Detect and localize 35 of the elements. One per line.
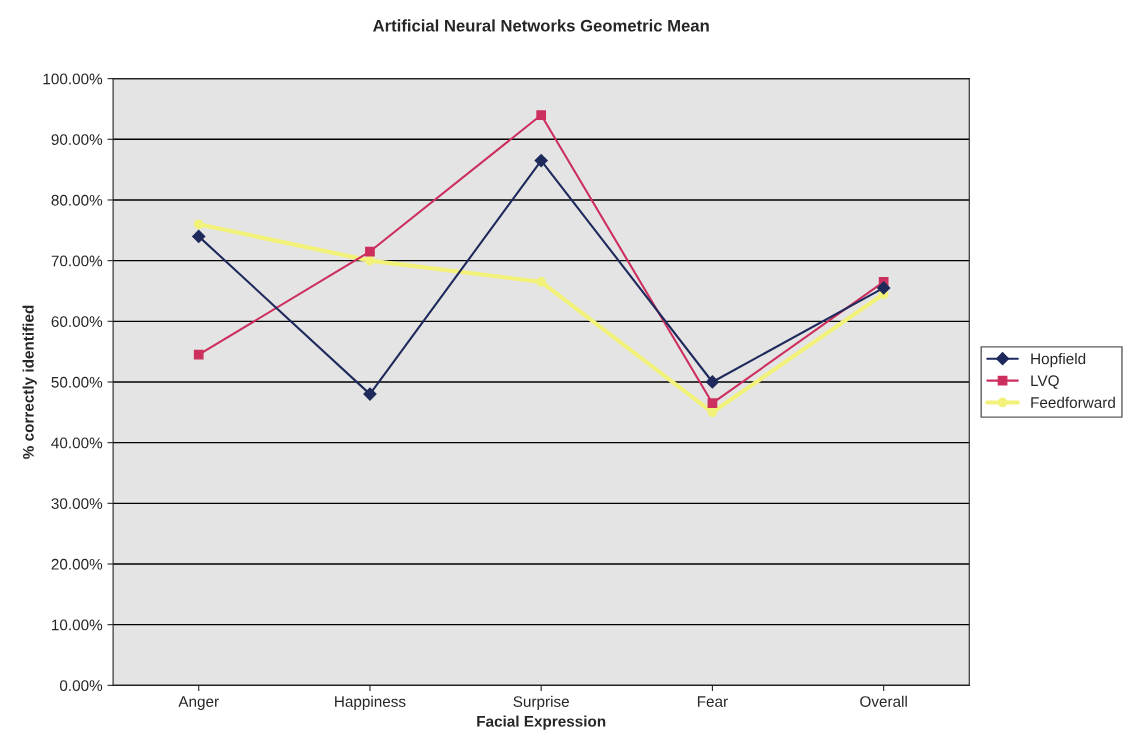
legend-label: LVQ <box>1031 375 1059 389</box>
point <box>705 375 720 389</box>
point <box>536 277 547 287</box>
point <box>192 229 206 243</box>
point <box>193 349 204 360</box>
y-tick-label: 90.00% <box>51 134 103 145</box>
y-tick-label: 60.00% <box>51 316 103 328</box>
legend-label: Hopfield <box>1031 352 1086 368</box>
point <box>363 387 377 401</box>
y-axis-title: % correctly identified <box>22 305 37 459</box>
point <box>877 281 891 295</box>
x-tick-label: Anger <box>178 696 219 710</box>
point <box>536 110 547 120</box>
x-axis-title: Facial Expression <box>477 715 606 730</box>
y-tick-label: 100.00% <box>43 73 103 85</box>
y-tick-label: 30.00% <box>51 498 103 510</box>
point <box>365 246 375 257</box>
point <box>707 398 718 409</box>
x-tick-label: Happiness <box>335 695 406 710</box>
point <box>193 219 204 230</box>
point <box>707 407 718 418</box>
x-tick-label: Fear <box>697 696 728 707</box>
y-tick-label: 20.00% <box>51 558 103 570</box>
x-tick-label: Overall <box>860 695 907 707</box>
point <box>534 153 548 168</box>
y-tick-label: 80.00% <box>51 194 103 206</box>
chart-title: Artificial Neural Networks Geometric Mean <box>373 19 709 32</box>
legend-label: Feedforward <box>1031 396 1115 408</box>
y-tick-label: 40.00% <box>51 437 103 449</box>
y-tick-label: 50.00% <box>51 376 103 388</box>
point <box>365 255 375 266</box>
y-tick-label: 0.00% <box>59 680 103 692</box>
x-tick-label: Surprise <box>513 695 569 710</box>
y-tick-label: 10.00% <box>52 619 103 631</box>
y-tick-label: 70.00% <box>51 255 103 267</box>
